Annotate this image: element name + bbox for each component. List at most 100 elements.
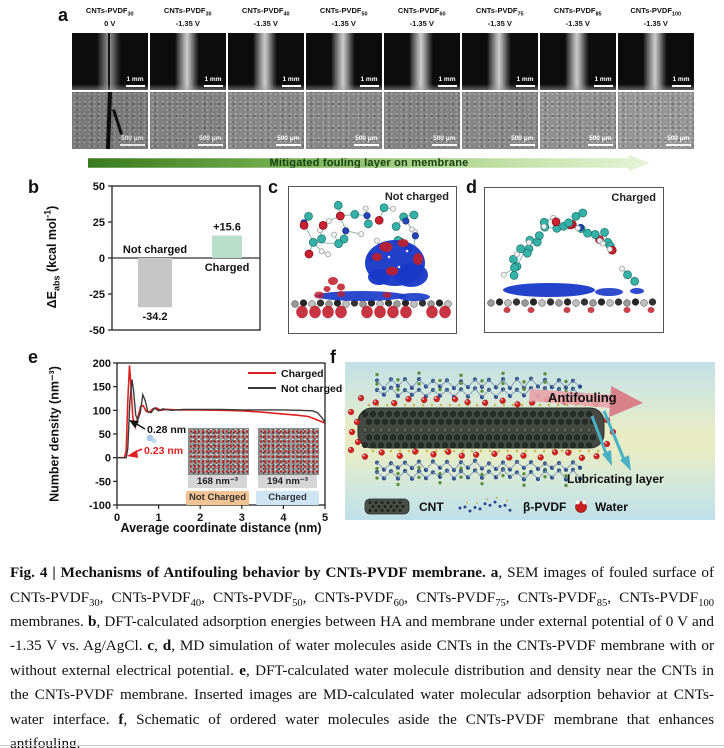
sem-image-top: 1 mm <box>540 33 616 90</box>
voltage-label: -1.35 V <box>331 18 356 28</box>
svg-text:Not charged: Not charged <box>281 383 342 395</box>
caption-subscript: 100 <box>698 597 714 609</box>
md-simulation-charged: Charged <box>484 187 664 333</box>
figure-caption: Fig. 4 | Mechanisms of Antifouling behav… <box>10 561 714 748</box>
sem-column: CNTs-PVDF30 0 V 1 mm 500 μm <box>72 6 148 151</box>
caption-subscript: 30 <box>89 597 100 609</box>
pvdf-icon-dot <box>493 500 497 504</box>
membrane-edge <box>228 84 304 90</box>
bar-0 <box>138 258 172 308</box>
membrane-fiber <box>642 33 668 90</box>
svg-text:200: 200 <box>93 358 111 370</box>
voltage-label: -1.35 V <box>253 18 278 28</box>
mitigated-fouling-arrow: Mitigated fouling layer on membrane <box>88 155 650 171</box>
voltage-label: -1.35 V <box>409 18 434 28</box>
membrane-fiber <box>330 33 356 90</box>
legend-cnt-label: CNT <box>419 500 444 514</box>
scale-bar: 1 mm <box>437 76 457 87</box>
caption-subscript: 75 <box>495 597 506 609</box>
svg-text:1: 1 <box>156 512 162 524</box>
caption-text: membranes. <box>10 613 88 630</box>
antifouling-schematic: Antifouling Lubricating layer CNT β-PVDF… <box>345 362 715 520</box>
sem-image-bottom: 500 μm <box>306 92 382 149</box>
caption-bold-segment: a <box>490 564 499 582</box>
pvdf-icon-dot <box>458 506 462 510</box>
voltage-label: -1.35 V <box>565 18 590 28</box>
svg-text:+15.6: +15.6 <box>213 222 241 234</box>
sem-column-header: CNTs-PVDF75 -1.35 V <box>462 6 538 33</box>
svg-text:2: 2 <box>197 512 203 524</box>
caption-bold-segment: c <box>147 637 155 655</box>
series-not-charged <box>117 379 326 459</box>
svg-text:-50: -50 <box>89 325 105 337</box>
sem-column: CNTs-PVDF50 -1.35 V 1 mm 500 μm <box>306 6 382 151</box>
svg-text:0.23 nm: 0.23 nm <box>144 445 183 457</box>
membrane-name: CNTs-PVDF <box>319 6 362 15</box>
svg-text:0: 0 <box>99 253 105 265</box>
voltage-label: -1.35 V <box>643 18 668 28</box>
sem-image-top: 1 mm <box>618 33 694 90</box>
scale-bar: 500 μm <box>588 135 613 146</box>
sem-image-bottom: 500 μm <box>540 92 616 149</box>
caption-text: , CNTs-PVDF <box>99 588 191 606</box>
svg-text:Charged: Charged <box>281 368 324 380</box>
svg-text:-34.2: -34.2 <box>142 311 167 323</box>
scale-bar: 500 μm <box>510 135 535 146</box>
panel-e-label: e <box>28 347 39 367</box>
caption-subscript: 60 <box>393 597 405 609</box>
caption-bold-segment: Fig. 4 | Mechanisms of Antifouling behav… <box>10 564 491 582</box>
membrane-fiber <box>252 33 278 90</box>
membrane-fiber <box>174 33 200 90</box>
caption-bold-segment: f <box>118 710 124 728</box>
sem-column: CNTs-PVDF85 -1.35 V 1 mm 500 μm <box>540 6 616 151</box>
pvdf-icon-dot <box>473 506 477 510</box>
sem-column-header: CNTs-PVDF60 -1.35 V <box>384 6 460 33</box>
pvdf-icon-dot <box>478 507 482 511</box>
svg-text:4: 4 <box>280 512 287 524</box>
membrane-name: CNTs-PVDF <box>630 6 672 15</box>
svg-text:-50: -50 <box>95 476 111 488</box>
fiber-crack <box>108 33 110 90</box>
scale-bar: 1 mm <box>203 76 223 87</box>
panel-b-label: b <box>28 177 39 197</box>
pvdf-icon-dot <box>468 509 472 513</box>
legend-pvdf-label: β-PVDF <box>523 500 567 514</box>
panel-f-label: f <box>330 347 336 367</box>
caption-text: , CNTs-PVDF <box>201 588 293 606</box>
caption-subscript: 40 <box>190 597 202 609</box>
caption-text: , <box>154 637 163 655</box>
caption-text: , SEM images of fouled surface of CNTs-P… <box>10 564 714 606</box>
sem-image-bottom: 500 μm <box>72 92 148 149</box>
membrane-subscript: 30 <box>205 11 212 18</box>
membrane-name: CNTs-PVDF <box>163 6 206 15</box>
lubricating-arrow <box>602 410 627 463</box>
caption-subscript: 85 <box>596 597 608 609</box>
lubricating-arrow <box>590 415 609 457</box>
sem-column-header: CNTs-PVDF40 -1.35 V <box>228 6 304 33</box>
svg-text:50: 50 <box>93 182 105 193</box>
molecule-drawing-not-charged <box>291 200 452 319</box>
sem-image-bottom: 500 μm <box>150 92 226 149</box>
svg-text:25: 25 <box>93 217 105 229</box>
md-snapshot-charged <box>258 428 319 475</box>
adsorption-energy-bar-chart: 50 25 0 -25 -50 Not charged -34.2 Charged +15.6 <box>89 182 261 337</box>
caption-text: , CNTs-PVDF <box>404 588 496 606</box>
panel-e-x-axis-label: Average coordinate distance (nm) <box>120 521 322 535</box>
svg-text:100: 100 <box>93 405 111 417</box>
svg-text:-25: -25 <box>89 289 105 301</box>
scale-bar: 500 μm <box>432 135 457 146</box>
bar-1 <box>212 235 242 258</box>
caption-subscript: 50 <box>292 597 303 609</box>
antifouling-label: Antifouling <box>548 390 617 405</box>
membrane-subscript: 50 <box>361 11 368 18</box>
scale-bar: 1 mm <box>125 76 145 87</box>
svg-text:-100: -100 <box>89 500 111 512</box>
membrane-name: CNTs-PVDF <box>85 6 128 15</box>
pvdf-icon-dot <box>463 505 467 509</box>
svg-text:Not charged: Not charged <box>123 244 187 256</box>
caption-bold-segment: d <box>162 637 172 655</box>
membrane-name: CNTs-PVDF <box>475 6 518 15</box>
membrane-edge <box>384 84 460 90</box>
